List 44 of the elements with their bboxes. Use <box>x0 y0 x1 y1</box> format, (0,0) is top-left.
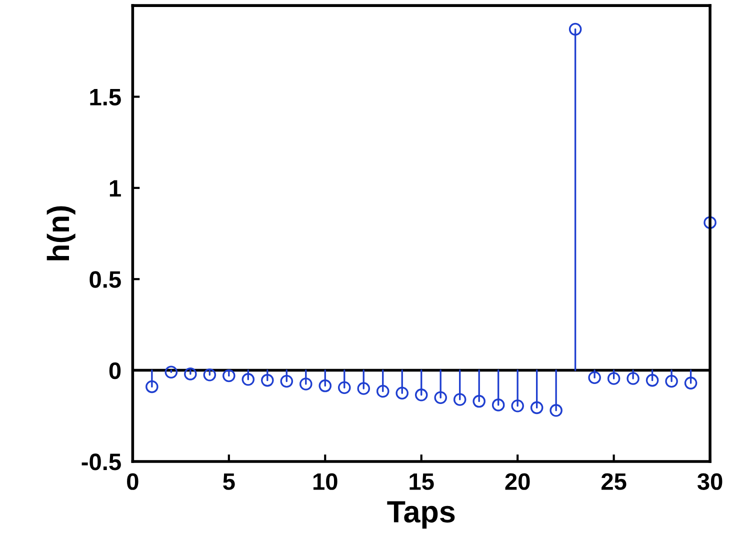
point <box>568 22 582 36</box>
point <box>261 374 274 387</box>
point <box>511 399 524 412</box>
point <box>242 373 255 386</box>
point <box>453 393 466 406</box>
point <box>530 401 544 414</box>
point <box>146 380 158 394</box>
point <box>338 381 351 394</box>
point <box>588 371 601 384</box>
point <box>646 374 659 387</box>
y-tick-label: -0.5 <box>82 454 121 470</box>
point <box>626 372 640 385</box>
y-tick-label: 0.5 <box>90 271 121 288</box>
point <box>280 374 294 388</box>
point <box>434 391 447 404</box>
point <box>357 382 370 395</box>
point <box>704 216 716 229</box>
point <box>203 368 216 382</box>
x-tick-label: 15 <box>410 473 434 490</box>
point <box>492 398 505 412</box>
y-tick-label: 0 <box>109 362 121 380</box>
point <box>665 374 678 388</box>
x-tick-label: 30 <box>697 473 722 490</box>
point <box>607 372 620 385</box>
y-axis-title: h(n) <box>46 206 76 260</box>
y-tick-label: 1 <box>110 180 121 196</box>
x-axis-title: Taps <box>387 501 455 529</box>
point <box>396 386 409 400</box>
x-tick-label: 20 <box>505 473 530 490</box>
point <box>164 366 178 379</box>
x-tick-label: 0 <box>127 473 138 490</box>
point <box>300 378 312 390</box>
x-tick-label: 5 <box>223 473 235 490</box>
point <box>184 368 197 380</box>
point <box>318 379 332 392</box>
x-tick-label: 25 <box>602 473 626 490</box>
point <box>376 384 390 398</box>
point <box>414 388 428 402</box>
point <box>550 404 562 417</box>
x-tick-label: 10 <box>313 473 338 490</box>
y-tick-label: 1.5 <box>90 89 121 106</box>
point <box>222 369 236 382</box>
point <box>684 376 698 390</box>
point <box>472 394 486 408</box>
